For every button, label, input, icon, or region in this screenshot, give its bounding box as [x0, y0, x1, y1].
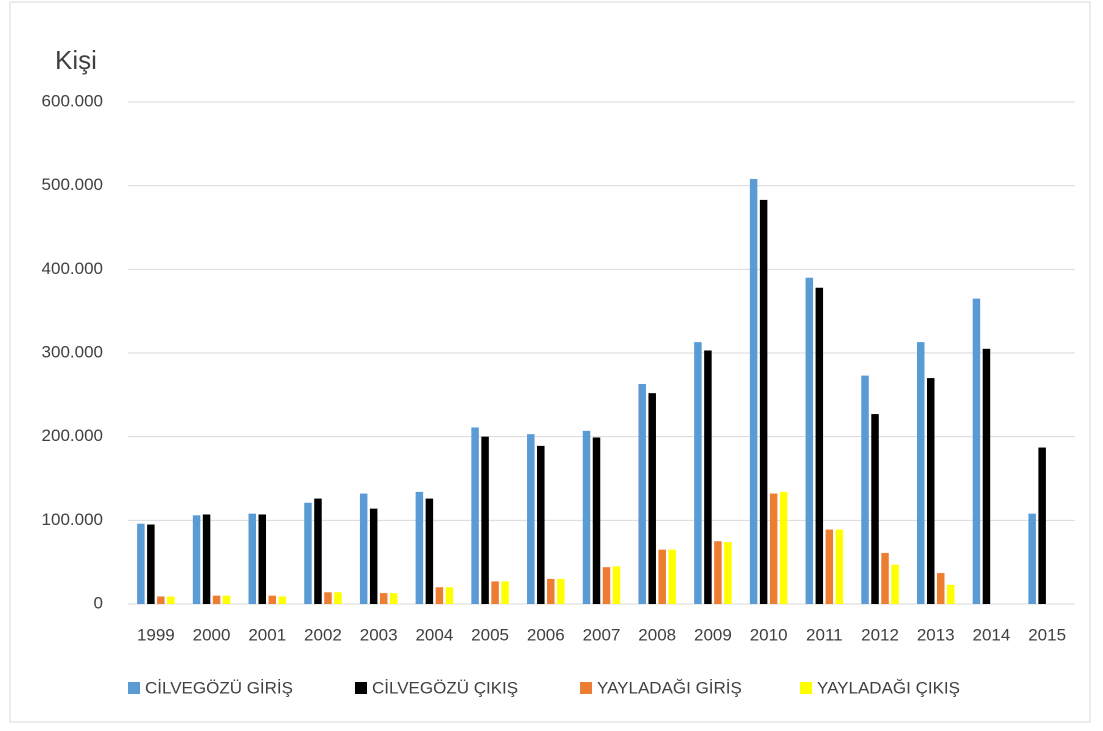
bar [471, 427, 479, 604]
legend-label: CİLVEGÖZÜ GİRİŞ [145, 678, 293, 697]
y-tick-label: 500.000 [42, 175, 103, 194]
legend-label: CİLVEGÖZÜ ÇIKIŞ [372, 678, 518, 697]
bar [501, 581, 509, 604]
x-tick-label: 2002 [304, 625, 342, 644]
bar [724, 542, 732, 604]
y-tick-label: 100.000 [42, 510, 103, 529]
bar [612, 566, 621, 604]
bar [435, 587, 444, 604]
bar [694, 342, 702, 604]
bar [648, 393, 656, 604]
bar [704, 350, 712, 604]
x-tick-label: 2005 [471, 625, 509, 644]
bar [359, 493, 368, 604]
y-tick-label: 200.000 [42, 426, 103, 445]
y-tick-label: 300.000 [42, 342, 103, 361]
x-tick-label: 2015 [1028, 625, 1066, 644]
bar [926, 378, 935, 604]
x-tick-label: 2001 [248, 625, 286, 644]
bar [389, 593, 398, 604]
x-tick-label: 2009 [694, 625, 732, 644]
y-tick-label: 600.000 [42, 91, 103, 110]
x-tick-label: 2008 [638, 625, 676, 644]
x-tick-label: 2011 [806, 625, 843, 644]
x-tick-label: 2004 [415, 625, 453, 644]
bar [1028, 513, 1036, 604]
bar [749, 178, 758, 604]
x-tick-label: 2006 [527, 625, 565, 644]
legend-swatch [800, 682, 812, 694]
bar [425, 498, 434, 604]
bar [369, 508, 378, 604]
bar [881, 552, 889, 604]
bar [982, 348, 991, 604]
x-tick-label: 2013 [917, 625, 955, 644]
bar [445, 587, 454, 604]
bar [258, 514, 267, 604]
legend-swatch [355, 682, 367, 694]
bar [167, 596, 175, 604]
bar [769, 493, 778, 604]
bar [157, 596, 165, 604]
bar [334, 592, 342, 604]
bar [278, 596, 287, 604]
bar [537, 445, 545, 604]
bar [481, 436, 489, 604]
bar [946, 584, 955, 604]
bar [324, 592, 332, 604]
bar [861, 375, 869, 604]
bar [815, 287, 824, 604]
chart-border [9, 1, 1091, 723]
x-tick-label: 2000 [193, 625, 231, 644]
x-tick-label: 2007 [583, 625, 621, 644]
legend-label: YAYLADAĞI GİRİŞ [597, 678, 742, 697]
legend-swatch [128, 682, 140, 694]
bar [557, 578, 565, 604]
legend-label: YAYLADAĞI ÇIKIŞ [817, 678, 960, 697]
bar [222, 595, 231, 604]
x-tick-label: 1999 [137, 625, 175, 644]
bar [936, 573, 945, 604]
bar [268, 595, 277, 604]
bar [248, 513, 257, 604]
bar [916, 342, 925, 604]
bar [592, 437, 601, 604]
bar [779, 491, 788, 604]
bar [304, 502, 312, 604]
legend-swatch [580, 682, 592, 694]
bar [147, 524, 155, 604]
bar [638, 383, 646, 604]
bar [527, 434, 535, 604]
x-tick-label: 2012 [861, 625, 899, 644]
bar [825, 529, 834, 604]
bar [491, 581, 499, 604]
bar [202, 514, 211, 604]
bar [714, 541, 722, 604]
bar [602, 567, 611, 604]
bar [547, 578, 555, 604]
bar [582, 430, 591, 604]
bar [805, 277, 814, 604]
bar [668, 549, 676, 604]
y-tick-label: 400.000 [42, 259, 103, 278]
bar [1038, 447, 1046, 604]
x-tick-label: 2014 [973, 625, 1011, 644]
bar [972, 298, 981, 604]
bar [658, 549, 666, 604]
y-tick-label: 0 [94, 593, 103, 612]
bar [891, 564, 899, 604]
bar [379, 593, 388, 604]
bar [137, 523, 145, 604]
bar [835, 529, 844, 604]
bar [871, 414, 879, 604]
bar [192, 515, 201, 604]
x-tick-label: 2003 [360, 625, 398, 644]
bar [314, 498, 322, 604]
bar [415, 491, 424, 604]
bar [212, 595, 221, 604]
x-tick-label: 2010 [750, 625, 788, 644]
y-axis-label: Kişi [55, 45, 97, 75]
bar [759, 199, 768, 604]
